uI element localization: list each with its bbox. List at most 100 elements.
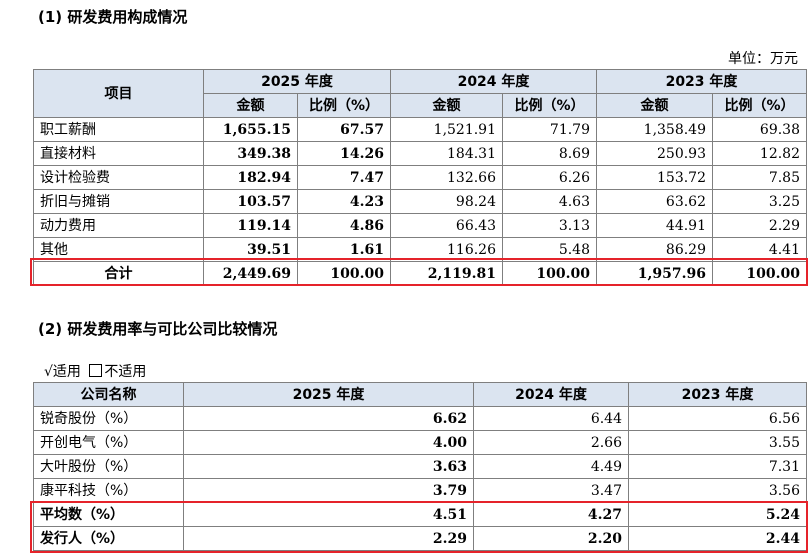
total-row: 合计 2,449.69 100.00 2,119.81 100.00 1,957… [33,261,807,286]
cell: 5.48 [502,237,597,262]
header-ratio: 比例（%） [297,93,391,118]
cell: 66.43 [390,213,503,238]
cell: 1.61 [297,237,391,262]
cell: 153.72 [596,165,713,190]
cell: 1,358.49 [596,117,713,142]
unchecked-box-icon [89,364,103,377]
issuer-label: 发行人（%） [33,526,184,551]
header-year-2025: 2025 年度 [183,382,474,407]
cell: 7.85 [712,165,807,190]
table-row: 折旧与摊销 103.57 4.23 98.24 4.63 63.62 3.25 [33,189,807,214]
cell: 4.49 [473,454,629,479]
table-row: 锐奇股份（%） 6.62 6.44 6.56 [33,406,807,431]
cell: 3.63 [183,454,474,479]
cell: 4.27 [473,502,629,527]
average-label: 平均数（%） [33,502,184,527]
row-label: 动力费用 [33,213,204,238]
table-row: 开创电气（%） 4.00 2.66 3.55 [33,430,807,455]
row-label: 开创电气（%） [33,430,184,455]
row-label: 大叶股份（%） [33,454,184,479]
cell: 6.56 [628,406,807,431]
cell: 6.62 [183,406,474,431]
cell: 4.86 [297,213,391,238]
total-label: 合计 [33,261,204,286]
cell: 100.00 [712,261,807,286]
cell: 3.25 [712,189,807,214]
table-row: 大叶股份（%） 3.63 4.49 7.31 [33,454,807,479]
header-ratio: 比例（%） [502,93,597,118]
cell: 67.57 [297,117,391,142]
cell: 14.26 [297,141,391,166]
row-label: 直接材料 [33,141,204,166]
header-amount: 金额 [596,93,713,118]
cell: 4.51 [183,502,474,527]
cell: 250.93 [596,141,713,166]
section2-title: (2) 研发费用率与可比公司比较情况 [38,320,278,338]
table-row: 直接材料 349.38 14.26 184.31 8.69 250.93 12.… [33,141,807,166]
cell: 100.00 [297,261,391,286]
cell: 1,957.96 [596,261,713,286]
row-label: 康平科技（%） [33,478,184,503]
cell: 132.66 [390,165,503,190]
table-row: 设计检验费 182.94 7.47 132.66 6.26 153.72 7.8… [33,165,807,190]
table-row: 其他 39.51 1.61 116.26 5.48 86.29 4.41 [33,237,807,262]
cell: 3.79 [183,478,474,503]
table-row: 康平科技（%） 3.79 3.47 3.56 [33,478,807,503]
cell: 98.24 [390,189,503,214]
cell: 116.26 [390,237,503,262]
cell: 2.66 [473,430,629,455]
cell: 63.62 [596,189,713,214]
cell: 86.29 [596,237,713,262]
cell: 4.63 [502,189,597,214]
cell: 44.91 [596,213,713,238]
cell: 4.41 [712,237,807,262]
cell: 69.38 [712,117,807,142]
header-year-2023: 2023 年度 [628,382,807,407]
cell: 5.24 [628,502,807,527]
not-applicable-label: 不适用 [104,364,147,380]
header-ratio: 比例（%） [712,93,807,118]
row-label: 职工薪酬 [33,117,204,142]
rd-expense-ratio-comparison-table: 公司名称 2025 年度 2024 年度 2023 年度 锐奇股份（%） 6.6… [33,382,807,551]
header-year-2024: 2024 年度 [473,382,629,407]
header-year-2024: 2024 年度 [390,69,597,94]
cell: 1,521.91 [390,117,503,142]
cell: 119.14 [203,213,298,238]
cell: 6.26 [502,165,597,190]
cell: 12.82 [712,141,807,166]
cell: 3.55 [628,430,807,455]
header-year-2025: 2025 年度 [203,69,391,94]
header-company: 公司名称 [33,382,184,407]
section1-title: (1) 研发费用构成情况 [38,8,188,26]
cell: 100.00 [502,261,597,286]
row-label: 折旧与摊销 [33,189,204,214]
cell: 3.56 [628,478,807,503]
cell: 71.79 [502,117,597,142]
row-label: 其他 [33,237,204,262]
cell: 8.69 [502,141,597,166]
cell: 6.44 [473,406,629,431]
cell: 103.57 [203,189,298,214]
cell: 2.29 [712,213,807,238]
rd-expense-composition-table: 项目 2025 年度 2024 年度 2023 年度 金额 比例（%） 金额 比… [33,69,807,286]
unit-label: 单位：万元 [728,51,798,67]
cell: 4.00 [183,430,474,455]
check-mark-icon: √ [44,364,53,380]
cell: 39.51 [203,237,298,262]
applicability-options: √适用 不适用 [44,361,146,381]
header-amount: 金额 [390,93,503,118]
cell: 2.29 [183,526,474,551]
cell: 2.20 [473,526,629,551]
issuer-row: 发行人（%） 2.29 2.20 2.44 [33,526,807,551]
cell: 3.47 [473,478,629,503]
header-year-2023: 2023 年度 [596,69,807,94]
cell: 2,449.69 [203,261,298,286]
cell: 349.38 [203,141,298,166]
row-label: 设计检验费 [33,165,204,190]
cell: 2.44 [628,526,807,551]
cell: 184.31 [390,141,503,166]
cell: 3.13 [502,213,597,238]
cell: 2,119.81 [390,261,503,286]
header-item: 项目 [33,69,204,118]
row-label: 锐奇股份（%） [33,406,184,431]
